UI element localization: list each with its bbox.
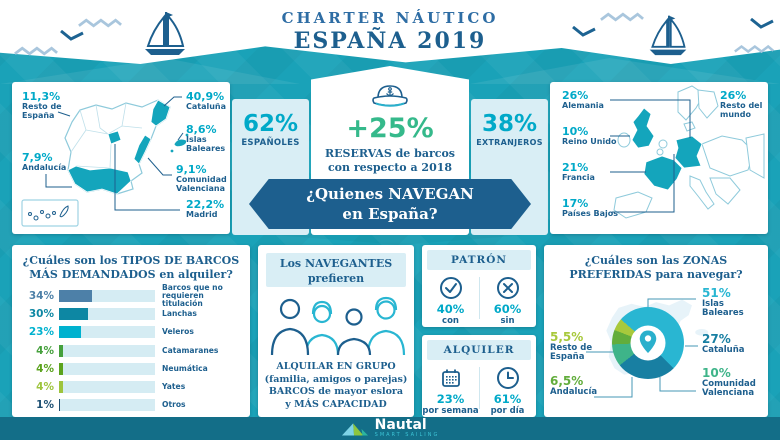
zone-cataluna: 27% Cataluña — [702, 332, 745, 355]
patron-without: 60% sin — [479, 274, 536, 326]
wave-zigzag-icon — [734, 44, 774, 54]
bird-icon — [572, 26, 596, 37]
title-line-1: CHARTER NÁUTICO — [281, 9, 499, 27]
bar-category: Yates — [162, 382, 186, 392]
bar-row: 4% Neumática — [20, 360, 244, 378]
spain-map — [21, 96, 190, 227]
bird-icon — [750, 18, 774, 29]
stat-francia: 21% Francia — [562, 161, 595, 182]
stat-alemania: 26% Alemania — [562, 89, 604, 110]
title-line-2: ESPAÑA 2019 — [293, 28, 487, 54]
bar-row: 23% Veleros — [20, 323, 244, 341]
zone-valenciana: 10% Comunidad Valenciana — [702, 366, 756, 398]
bar-fill — [59, 290, 92, 303]
question-banner: ¿Quienes NAVEGAN en España? — [249, 179, 531, 229]
stat-cataluna: 40,9% Cataluña — [186, 90, 227, 111]
bar-category: Catamaranes — [162, 345, 219, 355]
foreign-share-label: EXTRANJEROS — [476, 138, 543, 147]
header-band — [0, 0, 780, 64]
alquiler-title: ALQUILER — [427, 340, 531, 360]
bar-fill — [59, 308, 88, 321]
calendar-icon — [441, 369, 460, 387]
navigators-panel: Los NAVEGANTES prefieren — [258, 245, 414, 417]
boat-types-panel: ¿Cuáles son los TIPOS DE BARCOS MÁS DEMA… — [12, 245, 250, 417]
spanish-share-value: 62% — [242, 111, 299, 137]
stat-andalucia: 7,9% Andalucía — [22, 151, 67, 172]
foreign-share-value: 38% — [481, 111, 538, 137]
bar-category: Barcos que no requieren titulación — [162, 283, 223, 309]
alquiler-week: 23% por semana — [422, 364, 479, 416]
bar-category: Otros — [162, 400, 186, 410]
bar-category: Neumática — [162, 363, 208, 373]
boat-types-bar-chart: 34% Barcos que no requieren titulación 3… — [20, 283, 244, 414]
stat-valenciana: 9,1% Comunidad Valenciana — [176, 163, 227, 193]
brand-tagline: SMART SAILING — [374, 432, 440, 438]
bar-value: 30% — [28, 308, 54, 321]
zones-title: ¿Cuáles son las ZONAS PREFERIDAS para na… — [569, 254, 743, 281]
europe-stats-panel: 26% Alemania 10% Reino Unido 21% Francia… — [550, 82, 768, 234]
zone-resto: 5,5% Resto de España — [550, 330, 593, 362]
bar-value: 4% — [36, 362, 54, 375]
clock-icon — [496, 367, 519, 389]
stat-paises-bajos: 17% Países Bajos — [562, 197, 619, 218]
check-circle-icon — [439, 277, 462, 299]
bird-icon — [60, 30, 84, 41]
callout-lines — [610, 99, 691, 213]
stat-resto-mundo: 26% Resto del mundo — [720, 89, 763, 119]
bar-row: 1% Otros — [20, 396, 244, 414]
zones-panel: ¿Cuáles son las ZONAS PREFERIDAS para na… — [544, 245, 768, 417]
spanish-share-label: ESPAÑOLES — [241, 138, 300, 148]
stat-baleares: 8,6% Islas Baleares — [186, 123, 226, 153]
bar-value: 4% — [36, 381, 54, 394]
navigators-text: ALQUILAR EN GRUPO (familia, amigos o par… — [264, 361, 408, 410]
sailboat-icon — [649, 15, 687, 56]
people-group-icon — [270, 296, 406, 356]
navigators-header: Los NAVEGANTES prefieren — [266, 253, 406, 287]
x-circle-icon — [496, 277, 519, 299]
bar-row: 4% Yates — [20, 378, 244, 396]
bar-row: 30% Lanchas — [20, 305, 244, 323]
bar-row: 34% Barcos que no requieren titulación — [20, 283, 244, 309]
zone-andalucia: 6,5% Andalucía — [550, 374, 598, 397]
patron-title: PATRÓN — [427, 250, 531, 270]
patron-with: 40% con — [422, 274, 479, 326]
wave-zigzag-icon — [600, 12, 644, 22]
brand-name: Nautal — [374, 417, 427, 433]
bar-value: 34% — [28, 290, 54, 303]
wave-zigzag-icon — [14, 46, 58, 56]
alquiler-day: 61% por día — [479, 364, 536, 416]
footer: Nautal SMART SAILING — [0, 417, 780, 440]
callout-lines — [45, 96, 184, 211]
spain-stats-panel: 11,3% Resto de España 7,9% Andalucía 40,… — [12, 82, 230, 234]
bar-fill — [59, 399, 60, 412]
bar-category: Veleros — [162, 327, 194, 337]
location-pin-icon — [639, 330, 657, 354]
growth-value: +25% — [346, 113, 434, 144]
bar-value: 1% — [36, 399, 54, 412]
sailboat-icon — [145, 12, 185, 55]
bar-fill — [59, 381, 63, 394]
stat-reino-unido: 10% Reino Unido — [562, 125, 617, 146]
bar-category: Lanchas — [162, 309, 197, 319]
bar-value: 4% — [36, 344, 54, 357]
bar-row: 4% Catamaranes — [20, 342, 244, 360]
nautal-logo-icon — [341, 422, 368, 436]
zones-donut — [612, 307, 684, 379]
bar-fill — [59, 326, 82, 339]
bar-value: 23% — [28, 326, 54, 339]
alquiler-panel: ALQUILER 23% por semana — [422, 335, 536, 417]
growth-caption: RESERVAS de barcos con respecto a 2018 — [325, 147, 455, 174]
stat-madrid: 22,2% Madrid — [186, 198, 225, 219]
europe-map — [610, 85, 765, 219]
zone-baleares: 51% Islas Baleares — [702, 286, 744, 318]
patron-panel: PATRÓN 40% con 60% sin — [422, 245, 536, 327]
captain-hat-icon — [372, 85, 408, 107]
infographic-title: CHARTER NÁUTICO ESPAÑA 2019 — [0, 9, 780, 54]
wave-zigzag-icon — [78, 18, 122, 28]
stat-resto-espana: 11,3% Resto de España — [22, 90, 62, 120]
boat-types-title: ¿Cuáles son los TIPOS DE BARCOS MÁS DEMA… — [22, 254, 240, 281]
bar-fill — [59, 362, 63, 375]
bar-fill — [59, 344, 63, 357]
